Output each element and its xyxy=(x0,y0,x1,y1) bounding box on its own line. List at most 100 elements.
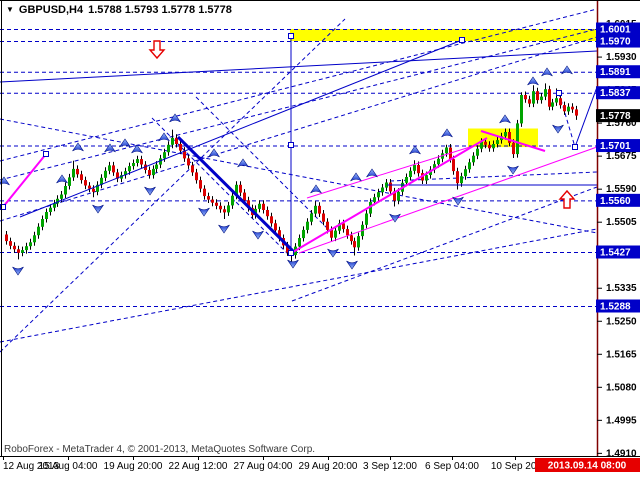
chart-menu-icon[interactable]: ▼ xyxy=(6,5,14,14)
dashed-trendline[interactable] xyxy=(291,186,598,302)
candle-up xyxy=(504,132,507,137)
candle-down xyxy=(274,223,277,231)
candle-up xyxy=(60,194,63,199)
time-tick-label: 19 Aug 20:00 xyxy=(104,461,163,472)
drawing-handle[interactable] xyxy=(288,142,294,148)
current-time-badge-text: 2013.09.14 08:00 xyxy=(548,461,627,472)
magenta-trendline[interactable] xyxy=(298,146,598,254)
trendline[interactable] xyxy=(574,86,598,148)
candle-down xyxy=(243,192,246,201)
fractal-down-icon xyxy=(287,259,299,269)
candle-up xyxy=(128,166,131,172)
red-arrow-up-icon[interactable] xyxy=(558,189,576,209)
fractal-down-icon xyxy=(12,266,24,276)
dashed-trendline[interactable] xyxy=(0,8,598,162)
magenta-trendline[interactable] xyxy=(292,137,488,253)
drawing-handle[interactable] xyxy=(43,151,49,157)
fractal-up-icon xyxy=(119,138,131,148)
candle-down xyxy=(5,234,8,242)
time-tick-label: 15 Aug 04:00 xyxy=(39,461,98,472)
drawing-handle[interactable] xyxy=(459,37,465,43)
dashed-trendline[interactable] xyxy=(151,117,291,257)
candle-down xyxy=(512,142,515,155)
candle-down xyxy=(563,105,566,112)
fractal-up-icon xyxy=(310,184,322,194)
price-tick-label: 1.5930 xyxy=(606,52,637,63)
dashed-trendline[interactable] xyxy=(0,28,598,181)
fractal-up-icon xyxy=(441,128,453,138)
candle-down xyxy=(175,137,178,144)
candle-down xyxy=(389,182,392,192)
fractal-down-icon xyxy=(552,124,564,134)
drawing-handle[interactable] xyxy=(556,90,562,96)
candle-up xyxy=(53,203,56,208)
candle-down xyxy=(203,188,206,197)
red-arrow-down-icon[interactable] xyxy=(148,40,166,60)
candle-up xyxy=(413,165,416,171)
candle-down xyxy=(536,91,539,101)
current-time-badge xyxy=(535,458,640,472)
drawing-handle[interactable] xyxy=(288,33,294,39)
candle-up xyxy=(425,175,428,181)
candle-up xyxy=(171,137,174,145)
level-price-badge-text: 1.5891 xyxy=(600,67,631,78)
price-tick-label: 1.4910 xyxy=(606,448,637,459)
time-tick-label: 27 Aug 04:00 xyxy=(234,461,293,472)
level-price-badge-text: 1.6001 xyxy=(600,25,631,36)
fractal-up-icon xyxy=(72,142,84,152)
highlight-zone[interactable] xyxy=(290,29,597,41)
candle-down xyxy=(247,200,250,209)
magenta-trendline[interactable] xyxy=(2,153,47,208)
candle-down xyxy=(488,144,491,149)
trendline[interactable] xyxy=(19,39,463,218)
candle-down xyxy=(417,165,420,174)
candle-down xyxy=(13,245,16,250)
level-price-badge xyxy=(596,65,640,79)
fractal-down-icon xyxy=(252,230,264,240)
candle-down xyxy=(575,109,578,116)
candle-down xyxy=(92,188,95,192)
price-tick-label: 1.4995 xyxy=(606,415,637,426)
drawing-handle[interactable] xyxy=(572,144,578,150)
candle-down xyxy=(559,98,562,106)
level-price-badge xyxy=(596,193,640,207)
current-price-badge xyxy=(596,109,640,123)
dashed-trendline[interactable] xyxy=(0,228,598,343)
candle-down xyxy=(524,95,527,100)
candle-up xyxy=(231,195,234,206)
candle-up xyxy=(163,152,166,159)
candle-up xyxy=(381,187,384,193)
level-price-badge xyxy=(596,22,640,36)
magenta-trendline[interactable] xyxy=(306,146,471,199)
candle-up xyxy=(37,226,40,236)
dashed-trendline[interactable] xyxy=(0,118,598,234)
candle-up xyxy=(532,91,535,104)
candle-up xyxy=(377,192,380,198)
fractal-down-icon xyxy=(198,207,210,217)
candle-up xyxy=(100,177,103,185)
time-tick-label: 22 Aug 12:00 xyxy=(169,461,228,472)
candle-down xyxy=(148,170,151,176)
drawing-handle[interactable] xyxy=(288,250,294,256)
fractal-up-icon xyxy=(409,145,421,155)
drawing-handle[interactable] xyxy=(0,204,6,210)
candle-down xyxy=(207,196,210,200)
candle-down xyxy=(330,229,333,238)
magenta-trendline[interactable] xyxy=(480,130,546,152)
candle-up xyxy=(476,148,479,156)
fractal-up-icon xyxy=(350,172,362,182)
candle-up xyxy=(258,203,261,209)
trendline[interactable] xyxy=(176,135,296,254)
dashed-trendline[interactable] xyxy=(0,36,598,222)
price-tick-label: 1.5675 xyxy=(606,151,637,162)
candle-up xyxy=(468,162,471,170)
fractal-down-icon xyxy=(327,248,339,258)
fractal-up-icon xyxy=(237,158,249,168)
candle-down xyxy=(187,158,190,166)
trendline[interactable] xyxy=(0,50,598,83)
chart-title: ▼ GBPUSD,H4 1.5788 1.5793 1.5778 1.5778 xyxy=(6,4,232,16)
fractal-down-icon xyxy=(218,224,230,234)
fractal-up-icon xyxy=(208,148,220,158)
dashed-trendline[interactable] xyxy=(0,18,346,353)
